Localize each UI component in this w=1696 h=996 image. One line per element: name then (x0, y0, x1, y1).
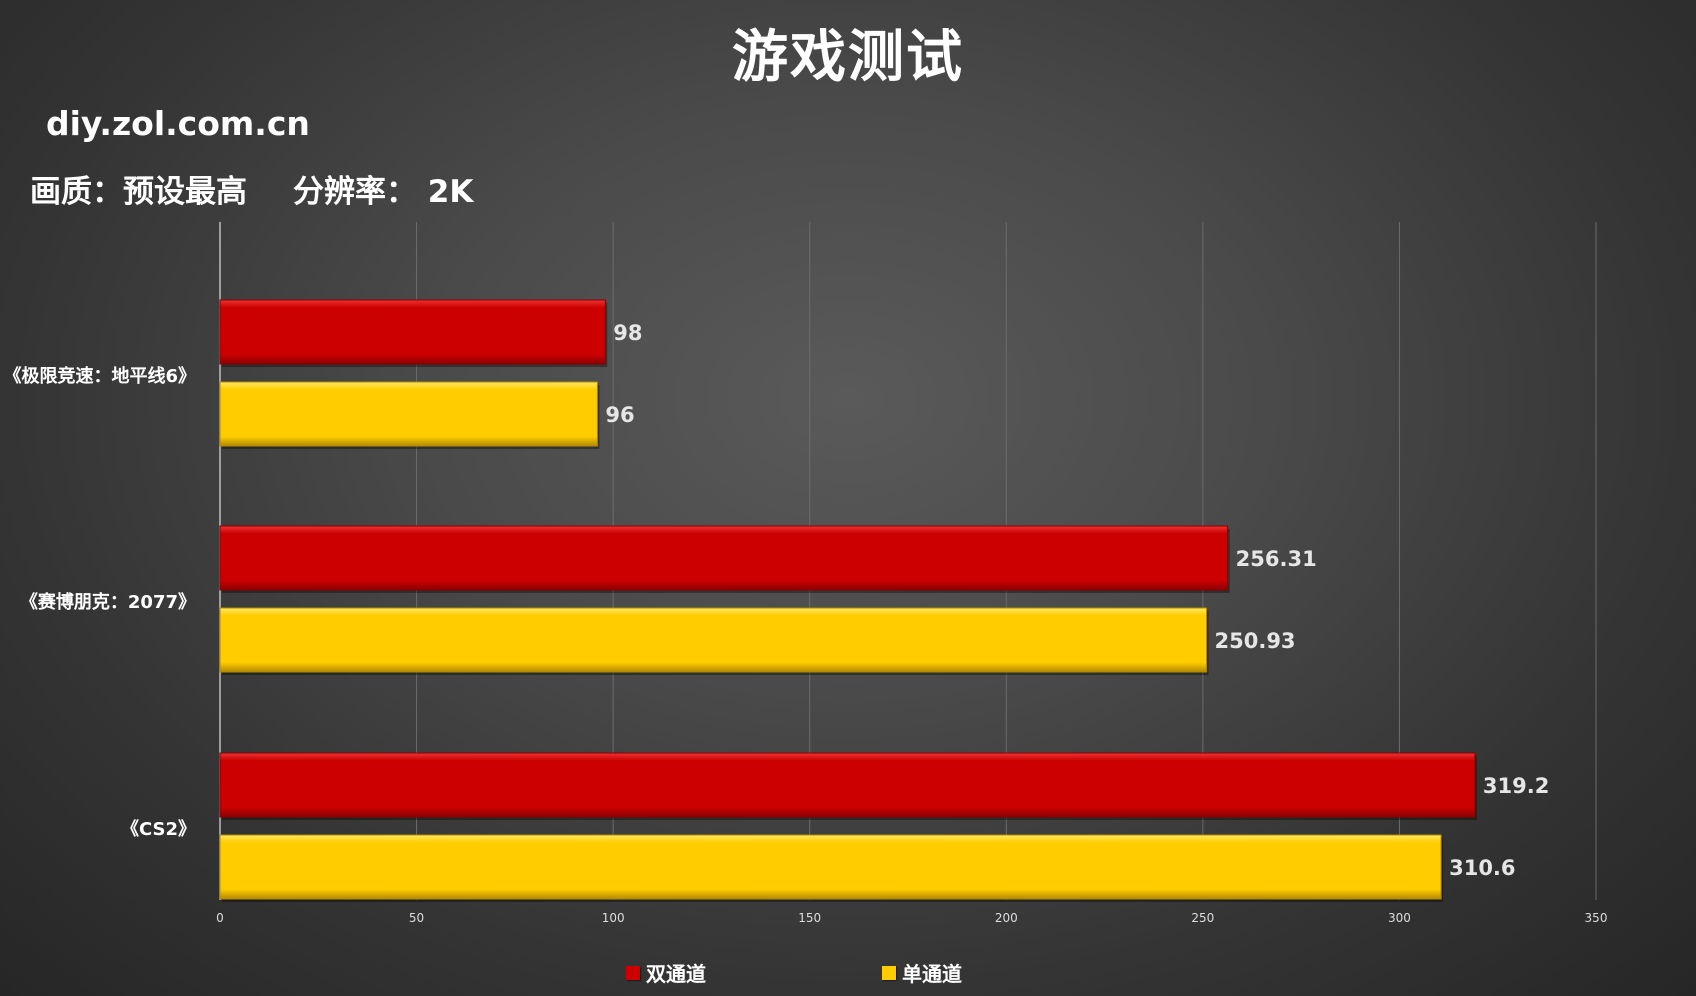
x-tick-label: 150 (798, 911, 821, 925)
x-tick-label: 350 (1585, 911, 1608, 925)
bar-single-channel (219, 834, 1442, 900)
bar-dual-channel (219, 752, 1476, 818)
chart-legend: 双通道 单通道 (0, 958, 1696, 992)
chart-title: 游戏测试 (732, 25, 964, 90)
x-tick-label: 0 (216, 911, 224, 925)
data-label-single-channel: 310.6 (1449, 856, 1515, 880)
category-label: 《极限竞速：地平线6》 (3, 365, 196, 387)
test-settings: 画质：预设最高 分辨率： 2K (30, 166, 473, 211)
legend-item-dual-channel: 双通道 (626, 958, 706, 987)
data-label-dual-channel: 319.2 (1483, 774, 1549, 798)
x-tick-label: 300 (1388, 911, 1411, 925)
x-tick-label: 50 (409, 911, 424, 925)
data-label-dual-channel: 256.31 (1236, 547, 1317, 571)
data-label-single-channel: 96 (605, 403, 634, 427)
legend-swatch-dual-channel (626, 965, 640, 980)
x-tick-label: 200 (995, 911, 1018, 925)
data-label-dual-channel: 98 (613, 321, 642, 345)
legend-label-single-channel: 单通道 (902, 962, 962, 986)
legend-swatch-single-channel (882, 965, 896, 980)
bar-single-channel (219, 607, 1208, 673)
category-label: 《赛博朋克：2077》 (20, 591, 196, 613)
quality-label: 画质：预设最高 (30, 174, 247, 210)
bar-dual-channel (219, 299, 606, 365)
legend-label-dual-channel: 双通道 (646, 962, 706, 986)
x-tick-label: 100 (602, 911, 625, 925)
bar-dual-channel (219, 525, 1229, 591)
legend-item-single-channel: 单通道 (882, 958, 962, 987)
bar-single-channel (219, 381, 598, 447)
site-watermark: diy.zol.com.cn (46, 104, 310, 143)
category-label: 《CS2》 (121, 819, 196, 840)
resolution-label: 分辨率： 2K (293, 174, 474, 210)
x-tick-label: 250 (1191, 911, 1214, 925)
data-label-single-channel: 250.93 (1215, 629, 1296, 653)
